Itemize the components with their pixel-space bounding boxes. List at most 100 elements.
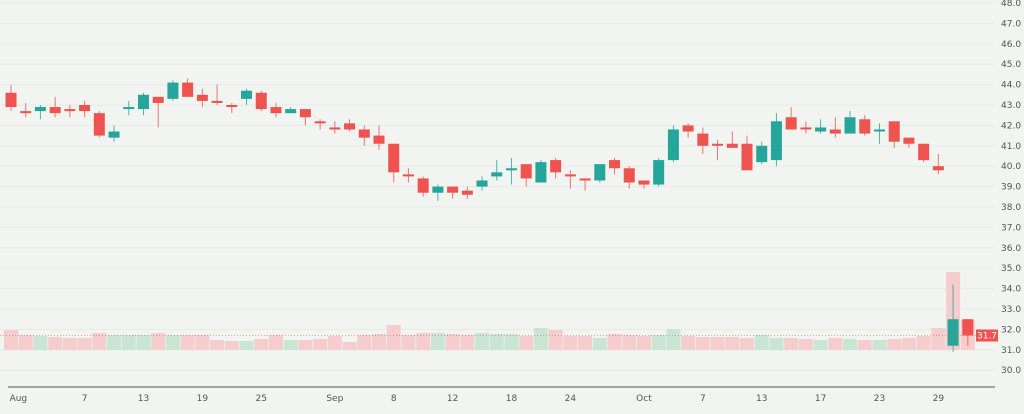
candle-body: [299, 109, 311, 118]
volume-bar: [327, 336, 342, 350]
volume-bar: [416, 333, 431, 350]
candle-body: [314, 121, 326, 124]
volume-bar: [283, 340, 298, 350]
x-tick-label: 8: [391, 394, 397, 404]
candle-body: [152, 96, 164, 103]
volume-bar: [784, 338, 799, 350]
candle-body: [609, 160, 621, 169]
x-tick-label: 19: [197, 394, 209, 404]
candle: [682, 123, 694, 138]
candle-body: [64, 109, 76, 112]
candle-body: [682, 125, 694, 132]
candle: [638, 180, 650, 189]
x-tick-label: 29: [933, 394, 945, 404]
volume-bar: [386, 325, 401, 350]
candle: [34, 105, 46, 120]
candle: [770, 113, 782, 167]
candle: [903, 137, 915, 148]
candle: [255, 90, 267, 112]
candle-body: [873, 129, 885, 132]
candle: [270, 102, 282, 118]
x-tick-label: 25: [256, 394, 267, 404]
candle-body: [432, 186, 444, 193]
candle-body: [491, 172, 503, 177]
volume-bar: [489, 334, 504, 350]
volume-bar: [578, 336, 593, 350]
y-tick-label: 35.0: [1001, 264, 1021, 274]
candle: [697, 127, 709, 154]
candle-body: [741, 143, 753, 171]
candle-body: [329, 127, 341, 130]
candle-body: [93, 113, 105, 136]
candle: [182, 78, 194, 97]
volume-bar: [725, 337, 740, 350]
volume-bar: [798, 339, 813, 350]
candle: [785, 107, 797, 130]
volume-bar: [740, 338, 754, 350]
candle: [667, 125, 679, 163]
candle-body: [712, 143, 724, 146]
x-tick-label: 23: [874, 394, 885, 404]
candle-body: [447, 186, 459, 193]
candle-body: [947, 319, 959, 346]
volume-bar: [180, 335, 195, 350]
volume-bar: [239, 341, 254, 350]
y-tick-label: 38.0: [1001, 203, 1021, 213]
volume-bar: [4, 330, 18, 350]
candle-body: [653, 160, 665, 185]
volume-bar: [931, 328, 946, 350]
volume-bar: [372, 334, 386, 350]
candle-body: [638, 180, 650, 185]
x-tick-label: Sep: [326, 394, 343, 404]
candle-body: [476, 180, 488, 187]
candle: [49, 96, 61, 118]
candle: [432, 184, 444, 201]
candle-body: [211, 100, 223, 103]
candle: [299, 109, 311, 126]
candle: [388, 143, 400, 183]
candle: [64, 105, 76, 118]
candle: [137, 92, 149, 116]
candle-body: [373, 135, 385, 144]
candle-body: [34, 107, 46, 112]
x-tick-label: 13: [756, 394, 767, 404]
y-tick-label: 36.0: [1001, 244, 1021, 254]
volume-bar: [460, 335, 475, 350]
candle-body: [344, 123, 356, 130]
volume-bar: [313, 339, 328, 350]
volume-bar: [607, 334, 622, 350]
y-tick-label: 43.0: [1001, 101, 1021, 111]
candle: [741, 135, 753, 171]
volume-bars: [4, 272, 975, 350]
volume-bar: [121, 335, 136, 350]
candle-body: [697, 133, 709, 146]
y-tick-label: 41.0: [1001, 142, 1021, 152]
y-tick-label: 48.0: [1001, 0, 1021, 9]
x-tick-label: 7: [700, 394, 706, 404]
volume-bar: [136, 335, 151, 350]
candles: [5, 78, 974, 352]
volume-bar: [622, 335, 637, 350]
candle: [609, 158, 621, 175]
candle: [579, 178, 591, 191]
volume-bar: [519, 336, 534, 350]
candle-body: [196, 94, 208, 101]
volume-bar: [342, 342, 357, 350]
volume-bar: [548, 330, 563, 350]
volume-bar: [901, 338, 916, 350]
candle-body: [859, 119, 871, 134]
volume-bar: [681, 336, 696, 350]
volume-bar: [268, 335, 283, 350]
candle-body: [829, 129, 841, 134]
candle: [815, 119, 827, 134]
candle-body: [285, 109, 297, 114]
candle: [962, 319, 974, 346]
volume-bar: [504, 334, 519, 350]
y-tick-label: 42.0: [1001, 121, 1021, 131]
candle-body: [564, 174, 576, 177]
x-tick-label: 24: [565, 394, 577, 404]
volume-bar: [887, 339, 902, 350]
volume-bar: [445, 334, 460, 350]
volume-bar: [916, 336, 931, 350]
